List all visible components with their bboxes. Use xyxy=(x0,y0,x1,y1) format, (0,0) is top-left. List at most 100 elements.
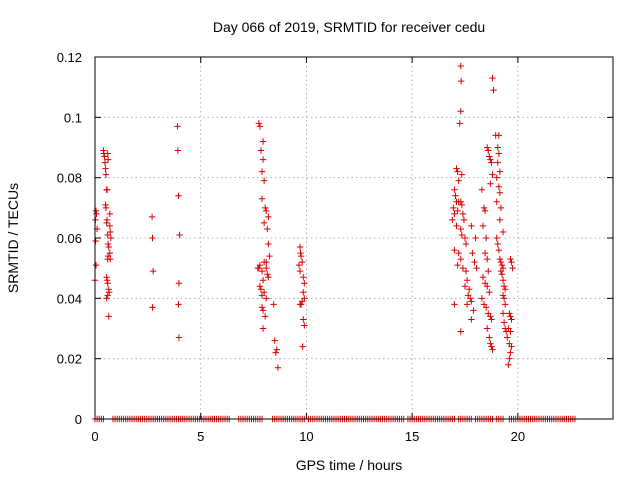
data-point xyxy=(105,243,112,251)
data-point xyxy=(460,216,468,224)
data-point xyxy=(256,283,264,290)
tick-labels: 0 5 10 15 20 0 0.02 0.04 0.06 0.08 0.1 0.12 xyxy=(57,50,525,444)
data-point xyxy=(257,286,265,293)
data-point xyxy=(297,252,305,260)
data-point xyxy=(506,355,513,362)
data-point xyxy=(264,271,271,278)
data-point xyxy=(175,301,182,308)
data-point xyxy=(494,159,501,166)
data-point xyxy=(102,204,110,212)
data-point xyxy=(481,207,489,215)
data-point xyxy=(482,304,490,311)
data-point xyxy=(450,204,457,212)
data-point xyxy=(497,258,505,266)
data-point xyxy=(470,307,477,314)
data-point xyxy=(485,147,492,154)
data-point xyxy=(105,313,112,320)
data-point xyxy=(495,132,503,139)
data-point xyxy=(500,319,508,326)
data-point xyxy=(149,267,157,275)
data-point xyxy=(92,237,99,245)
data-point xyxy=(497,267,505,275)
data-point xyxy=(102,171,110,178)
data-point xyxy=(104,240,112,248)
data-point xyxy=(449,216,456,224)
data-point xyxy=(461,234,469,242)
data-point xyxy=(175,192,182,199)
x-tick-label: 20 xyxy=(511,429,525,444)
y-axis-title: SRMTID / TECUs xyxy=(5,183,21,293)
data-point xyxy=(296,243,304,251)
data-point xyxy=(103,277,111,284)
data-point xyxy=(456,120,463,127)
grid-lines xyxy=(95,57,613,419)
data-point xyxy=(463,301,471,308)
data-point xyxy=(149,234,156,242)
data-point xyxy=(259,307,267,314)
data-point xyxy=(260,177,268,184)
data-point xyxy=(468,298,475,305)
data-point xyxy=(174,123,181,130)
data-point xyxy=(270,301,277,308)
data-point xyxy=(482,234,490,242)
data-point xyxy=(486,153,493,160)
data-point xyxy=(473,264,480,272)
data-point xyxy=(258,267,266,275)
data-point xyxy=(457,77,465,85)
data-point xyxy=(107,255,114,263)
data-point xyxy=(257,147,265,154)
data-point xyxy=(487,156,494,163)
data-point xyxy=(488,343,495,350)
data-point xyxy=(453,222,460,230)
data-point xyxy=(493,234,500,242)
data-point xyxy=(472,234,479,242)
x-axis-title: GPS time / hours xyxy=(296,457,403,473)
data-point xyxy=(496,255,504,263)
data-point xyxy=(507,349,514,356)
data-point xyxy=(504,334,511,341)
data-point xyxy=(501,286,509,293)
data-point xyxy=(300,274,307,281)
data-point xyxy=(500,283,508,290)
data-point xyxy=(104,150,111,157)
data-point xyxy=(149,304,156,311)
data-point xyxy=(496,216,504,224)
data-point xyxy=(175,334,183,341)
data-point xyxy=(457,225,464,233)
data-point xyxy=(487,313,494,320)
data-point xyxy=(459,210,467,218)
data-point xyxy=(508,258,515,266)
data-point xyxy=(459,264,467,272)
data-point xyxy=(493,198,500,205)
data-point xyxy=(262,204,269,212)
data-point xyxy=(453,165,460,172)
data-point xyxy=(457,198,464,205)
y-tick-label: 0 xyxy=(75,412,82,427)
data-point xyxy=(300,316,307,323)
data-point xyxy=(457,255,464,263)
data-point xyxy=(486,289,493,296)
data-point xyxy=(296,301,304,308)
data-point xyxy=(274,364,282,371)
data-point xyxy=(455,177,462,184)
data-point xyxy=(487,180,494,187)
data-point xyxy=(484,325,491,332)
data-point xyxy=(496,189,504,196)
data-point xyxy=(93,210,100,218)
data-point xyxy=(297,249,304,257)
data-point xyxy=(296,267,304,275)
data-point xyxy=(458,171,466,178)
data-point xyxy=(494,240,501,248)
y-tick-label: 0.04 xyxy=(57,291,82,306)
data-point xyxy=(259,156,267,163)
data-point xyxy=(485,267,492,275)
data-point xyxy=(260,289,268,296)
data-point xyxy=(457,62,464,70)
data-point xyxy=(495,246,503,254)
data-point xyxy=(494,144,501,151)
data-point xyxy=(106,210,113,218)
data-point xyxy=(490,86,497,94)
data-point xyxy=(479,222,487,230)
data-point xyxy=(507,313,514,320)
data-point xyxy=(499,228,507,236)
